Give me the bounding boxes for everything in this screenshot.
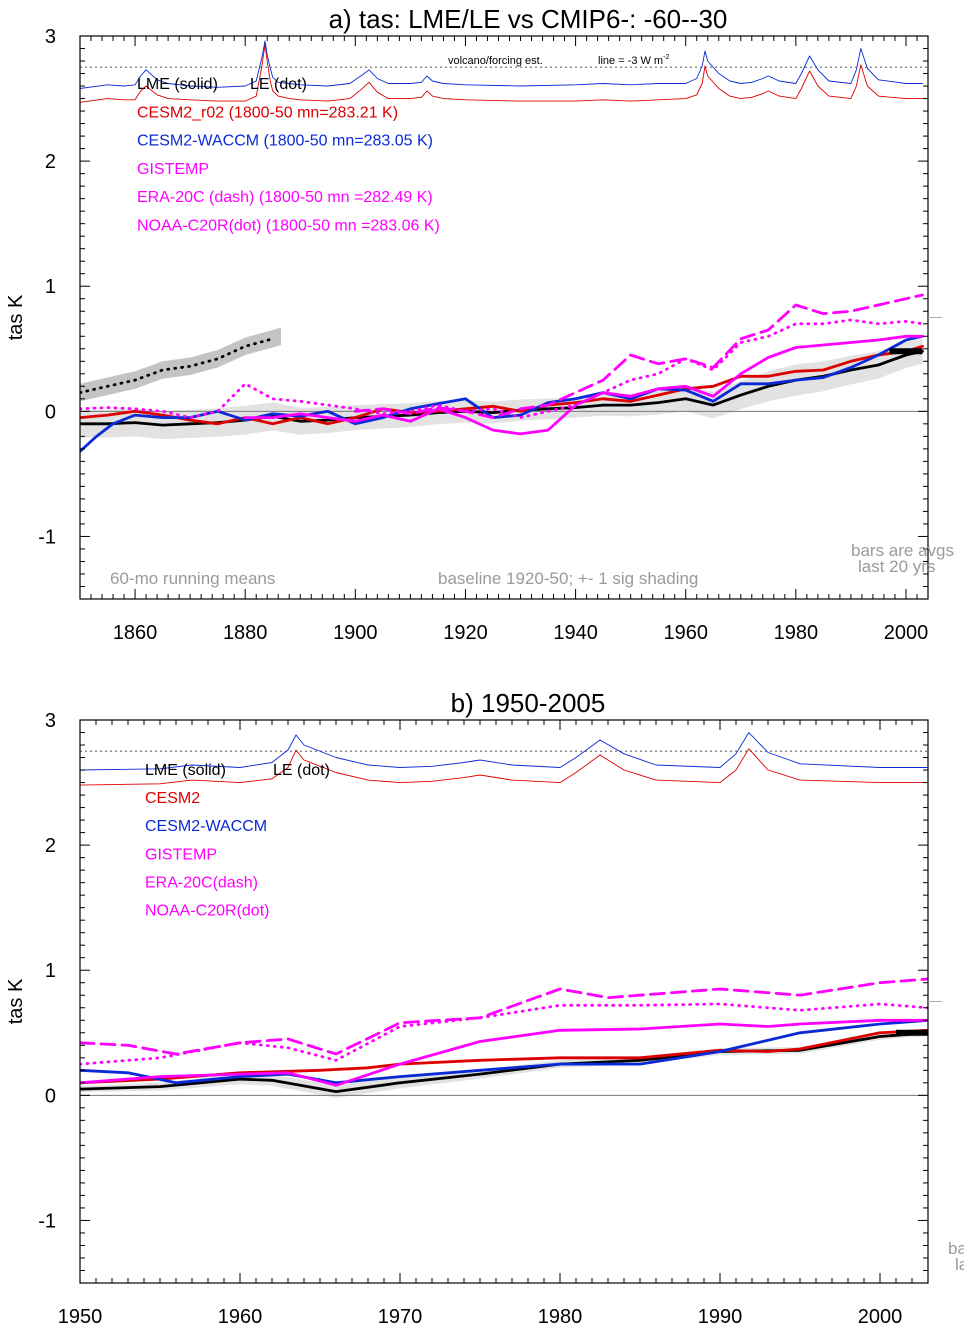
- series-line: [80, 732, 928, 771]
- x-tick-label: 1980: [538, 1306, 583, 1325]
- annotation: last 20 yrs: [858, 557, 935, 576]
- legend-item: LE (dot): [273, 762, 330, 779]
- legend-item: CESM2_r02 (1800-50 mn=283.21 K): [137, 104, 398, 121]
- plot-frame: [79, 719, 929, 1284]
- legend-item: NOAA-C20R(dot) (1800-50 mn =283.06 K): [137, 218, 440, 235]
- panel-a: a) tas: LME/LE vs CMIP6-: -60--30 -1 0 1 2 3 1…: [5, 4, 954, 644]
- series-line: [80, 1018, 928, 1085]
- x-tick-label: 1940: [553, 622, 598, 644]
- x-tick-label: 1860: [113, 622, 158, 644]
- y-tick-label: 3: [45, 710, 56, 732]
- chart-title: a) tas: LME/LE vs CMIP6-: -60--30: [329, 4, 728, 34]
- series-line: [80, 44, 923, 103]
- x-tick-label: 1900: [333, 622, 378, 644]
- y-tick-label: 0: [45, 1085, 56, 1107]
- legend-item: LME (solid): [137, 76, 218, 93]
- x-tick-label: 1990: [698, 1306, 743, 1325]
- plot-area: [80, 40, 928, 453]
- y-tick-label: 0: [45, 401, 56, 423]
- legend-item: GISTEMP: [137, 161, 209, 178]
- y-axis-label: tas K: [5, 294, 27, 340]
- series-line: [80, 344, 924, 426]
- x-tick-label: 1960: [218, 1306, 263, 1325]
- series-line: [80, 1031, 928, 1093]
- series-line: [353, 293, 924, 420]
- legend-item: LE (dot): [250, 76, 307, 93]
- y-tick-label: -1: [38, 1210, 56, 1232]
- x-tick-label: 1960: [663, 622, 708, 644]
- annotation: la: [955, 1255, 964, 1274]
- x-tick-label: 1980: [774, 622, 819, 644]
- series-line: [80, 748, 928, 786]
- x-tick-label: 2000: [884, 622, 929, 644]
- legend-item: CESM2: [145, 790, 200, 807]
- x-tick-label: 1970: [378, 1306, 423, 1325]
- legend-item: NOAA-C20R(dot): [145, 903, 269, 920]
- y-tick-label: 1: [45, 960, 56, 982]
- y-tick-label: 2: [45, 151, 56, 173]
- series-line: [80, 1002, 928, 1066]
- le-spread-shading: [80, 327, 281, 402]
- annotation: volcano/forcing est.: [448, 55, 543, 67]
- annotation: line = -3 W m-2: [598, 54, 669, 67]
- y-axis-label: tas K: [5, 978, 27, 1024]
- chart-title: b) 1950-2005: [451, 688, 606, 718]
- y-tick-label: -1: [38, 526, 56, 548]
- series-line: [80, 1018, 928, 1087]
- series-line: [80, 318, 924, 420]
- series-line: [80, 337, 275, 395]
- legend-item: GISTEMP: [145, 846, 217, 863]
- y-tick-label: 3: [45, 26, 56, 48]
- legend-item: CESM2-WACCM: [145, 818, 267, 835]
- annotation: bars are avgs: [851, 541, 954, 560]
- series-line: [80, 977, 928, 1056]
- y-tick-label: 1: [45, 276, 56, 298]
- x-tick-label: 1950: [58, 1306, 103, 1325]
- plot-area: [80, 732, 928, 1098]
- x-tick-label: 2000: [858, 1306, 903, 1325]
- annotation: ba: [948, 1239, 964, 1258]
- panel-b: b) 1950-2005 -1 0 1 2 3 1950 1960 1970 1980 1990 20…: [5, 688, 964, 1328]
- legend-item: ERA-20C (dash) (1800-50 mn =282.49 K): [137, 189, 433, 206]
- series-line: [80, 40, 923, 89]
- annotation: baseline 1920-50; +- 1 sig shading: [438, 569, 698, 588]
- annotation-superscript: -2: [663, 54, 669, 61]
- y-tick-label: 2: [45, 835, 56, 857]
- legend-item: LME (solid): [145, 762, 226, 779]
- legend-item: CESM2-WACCM (1800-50 mn=283.05 K): [137, 133, 433, 150]
- legend-item: ERA-20C(dash): [145, 874, 258, 891]
- x-tick-label: 1880: [223, 622, 268, 644]
- lme-spread-shading: [80, 1029, 928, 1098]
- annotation: 60-mo running means: [110, 569, 275, 588]
- x-tick-label: 1920: [443, 622, 488, 644]
